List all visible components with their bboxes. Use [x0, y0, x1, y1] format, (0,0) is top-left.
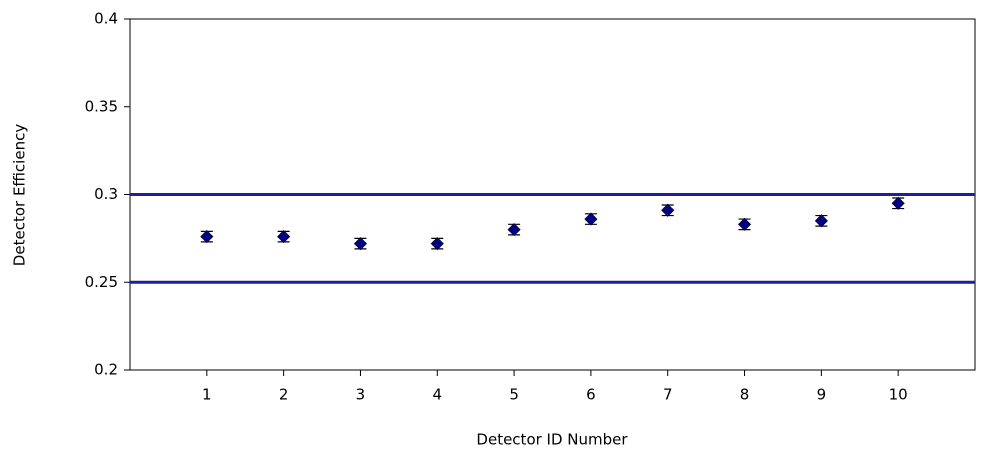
x-tick-label: 9 — [817, 386, 827, 404]
x-tick-label: 6 — [586, 386, 596, 404]
y-tick-label: 0.3 — [94, 185, 118, 203]
y-tick-label: 0.25 — [85, 273, 118, 291]
x-tick-label: 5 — [509, 386, 519, 404]
x-tick-label: 3 — [356, 386, 366, 404]
point — [430, 237, 444, 251]
y-tick-label: 0.35 — [85, 97, 118, 115]
x-tick-label: 2 — [279, 386, 289, 404]
point — [277, 230, 291, 244]
x-tick-label: 7 — [663, 386, 673, 404]
x-axis-label: Detector ID Number — [476, 431, 628, 449]
point — [200, 230, 214, 244]
x-tick-label: 4 — [432, 386, 442, 404]
point — [737, 217, 752, 231]
point — [814, 214, 828, 228]
y-tick-label: 0.4 — [94, 10, 118, 28]
x-tick-label: 8 — [740, 386, 750, 404]
y-axis-label: Detector Efficiency — [11, 124, 29, 267]
x-tick-label: 1 — [202, 386, 212, 404]
point — [661, 203, 675, 217]
point — [891, 196, 905, 210]
point — [353, 237, 368, 251]
x-tick-label: 10 — [889, 386, 908, 404]
point — [507, 223, 521, 237]
point — [584, 212, 598, 226]
y-tick-label: 0.2 — [94, 361, 118, 379]
